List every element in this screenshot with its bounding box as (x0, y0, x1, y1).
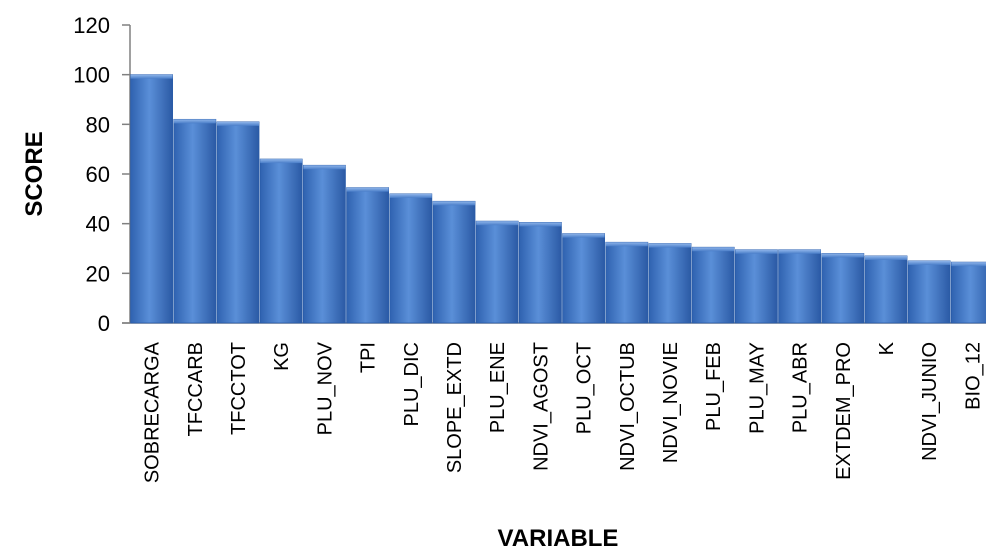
y-tick-label: 0 (98, 311, 110, 336)
x-category-label: PLU_OCT (574, 342, 596, 434)
x-category-label: PLU_ENE (487, 342, 509, 433)
bar-top (173, 119, 216, 124)
bar-body (821, 253, 865, 324)
bar-body (605, 241, 649, 324)
bar-body (259, 158, 303, 324)
bar-tfcctot (216, 121, 260, 324)
x-category-label: K (876, 341, 898, 355)
bar-body (173, 118, 217, 324)
y-axis-title: SCORE (21, 131, 48, 216)
bar-tpi (346, 187, 390, 324)
bar-body (216, 121, 260, 324)
bar-body (691, 246, 735, 324)
bar-k (864, 255, 908, 324)
x-category-label: NDVI_NOVIE (660, 342, 682, 463)
bar-top (735, 249, 778, 254)
y-tick-label: 40 (86, 212, 110, 237)
bar-extdem-pro (821, 253, 865, 324)
x-axis-title: VARIABLE (498, 525, 619, 552)
x-category-label: EXTDEM_PRO (833, 342, 855, 480)
y-axis-ticks: 0 20 40 60 80 100 120 (73, 13, 130, 336)
bar-top (433, 201, 475, 206)
bar-body (951, 261, 986, 324)
x-category-label: NDVI_OCTUB (617, 342, 639, 471)
x-category-label: NDVI_AGOST (530, 342, 552, 471)
bar-top (865, 255, 907, 260)
bar-top (346, 187, 389, 192)
bar-top (908, 260, 951, 265)
bar-top (217, 121, 259, 126)
bar-body (432, 200, 476, 324)
x-category-label: NDVI_JUNIO (919, 342, 941, 461)
bars (130, 74, 986, 324)
bar-ndvi-octub (605, 241, 649, 324)
bar-body (864, 255, 908, 324)
bar-top (130, 74, 173, 79)
bar-body (778, 249, 821, 324)
y-tick-label: 80 (86, 112, 110, 137)
x-category-label: PLU_FEB (703, 342, 725, 431)
x-category-label: TFCCARB (185, 342, 207, 436)
bar-body (475, 220, 519, 324)
bar-top (476, 221, 519, 226)
x-category-label: PLU_NOV (314, 341, 336, 435)
bar-plu-ene (475, 220, 519, 324)
bar-ndvi-novie (648, 243, 692, 324)
bar-tfccarb (173, 118, 217, 324)
bar-top (605, 242, 648, 247)
bar-bio-12 (951, 261, 986, 324)
x-category-label: TFCCTOT (228, 342, 250, 435)
bar-top (519, 222, 562, 227)
bar-body (519, 222, 562, 324)
x-category-label: SOBRECARGA (142, 341, 164, 483)
y-tick-label: 100 (73, 63, 110, 88)
bar-plu-feb (691, 246, 735, 324)
bar-body (130, 74, 174, 324)
x-axis-category-labels: SOBRECARGA TFCCARB TFCCTOT KG PLU_NOV TPI PLU_… (142, 341, 985, 483)
x-category-label: SLOPE_EXTD (444, 342, 466, 473)
bar-top (649, 243, 691, 248)
bar-plu-oct (562, 233, 605, 324)
bar-plu-nov (302, 164, 346, 324)
bar-top (303, 165, 346, 170)
bar-sobrecarga (130, 74, 174, 324)
bar-body (302, 164, 346, 324)
x-category-label: KG (271, 342, 293, 371)
y-tick-label: 120 (73, 13, 110, 38)
x-category-label: PLU_DIC (401, 342, 423, 426)
y-tick-label: 20 (86, 261, 110, 286)
bar-body (735, 249, 778, 324)
x-category-label: PLU_MAY (746, 342, 768, 434)
bar-plu-abr (778, 249, 821, 324)
bar-slope-extd (432, 200, 476, 324)
bar-ndvi-agost (519, 222, 562, 324)
x-category-label: TPI (358, 342, 380, 373)
bar-top (821, 253, 864, 258)
x-category-label: BIO_12 (962, 342, 984, 410)
bar-plu-dic (389, 193, 433, 324)
bar-body (648, 243, 692, 324)
bar-top (778, 249, 821, 254)
y-tick-label: 60 (86, 162, 110, 187)
bar-top (260, 159, 303, 164)
bar-top (692, 247, 735, 252)
bar-top (951, 262, 986, 267)
bar-top (389, 193, 432, 198)
bar-ndvi-junio (907, 260, 951, 324)
x-category-label: PLU_ABR (790, 342, 812, 433)
bar-body (907, 260, 951, 324)
bar-plu-may (735, 249, 778, 324)
bar-body (562, 233, 605, 324)
bar-body (346, 187, 390, 324)
bar-kg (259, 158, 303, 324)
bar-top (562, 233, 605, 238)
bar-body (389, 193, 433, 324)
